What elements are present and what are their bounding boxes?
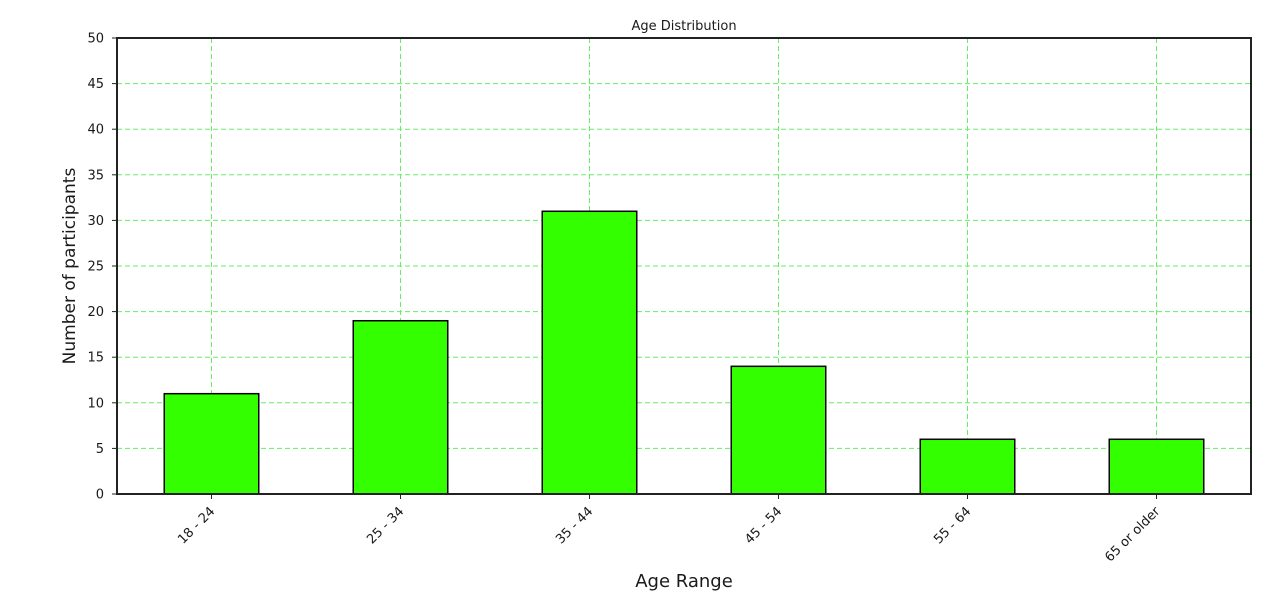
x-tick-label: 18 - 24 [175, 504, 218, 547]
bar-55-64 [919, 438, 1016, 495]
x-axis-ticks: 18 - 24 25 - 34 35 - 44 45 - 54 55 - 64 65 or… [175, 494, 1164, 565]
y-tick-label: 10 [87, 396, 104, 411]
y-tick-label: 20 [87, 305, 104, 320]
y-tick-label: 45 [87, 77, 104, 92]
y-tick-label: 30 [87, 214, 104, 229]
x-tick-label: 25 - 34 [364, 504, 407, 547]
x-axis-label: Age Range [635, 571, 733, 592]
bar-45-54 [730, 365, 827, 495]
bar-65-or-older [1108, 438, 1205, 495]
y-tick-label: 15 [87, 351, 104, 366]
y-tick-label: 50 [87, 32, 104, 47]
x-tick-label: 65 or older [1102, 504, 1163, 565]
y-axis-label: Number of participants [60, 168, 80, 365]
grid-lines [117, 38, 1251, 494]
y-tick-label: 0 [96, 488, 104, 503]
y-tick-label: 25 [87, 260, 104, 275]
plot-frame [116, 37, 1252, 495]
x-tick-label: 45 - 54 [742, 504, 785, 547]
bar-25-34 [352, 319, 449, 495]
x-tick-label: 55 - 64 [931, 504, 974, 547]
x-tick-label: 35 - 44 [553, 504, 596, 547]
y-tick-label: 35 [87, 168, 104, 183]
bar-18-24 [163, 392, 260, 495]
chart-title: Age Distribution [631, 19, 736, 34]
y-axis-ticks: 0 5 10 15 20 25 30 35 40 45 50 [87, 32, 117, 503]
y-tick-label: 5 [96, 442, 104, 457]
bar-35-44 [541, 210, 638, 495]
bars [163, 210, 1205, 495]
y-tick-label: 40 [87, 123, 104, 138]
